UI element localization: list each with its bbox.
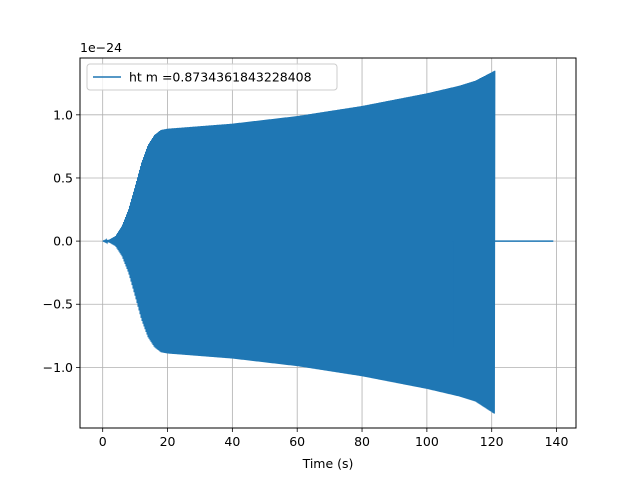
y-tick-label: −1.0	[43, 360, 73, 375]
x-tick-label: 100	[415, 434, 439, 449]
x-tick-label: 80	[354, 434, 370, 449]
series-oscillation	[102, 70, 496, 414]
y-tick-label: 1.0	[53, 107, 73, 122]
x-tick-label: 120	[480, 434, 504, 449]
x-tick-label: 40	[224, 434, 240, 449]
y-tick-label: 0.5	[53, 170, 73, 185]
legend-label: ht m =0.8734361843228408	[129, 70, 312, 85]
x-axis-label: Time (s)	[302, 456, 354, 471]
x-tick-label: 20	[160, 434, 176, 449]
x-tick-label: 0	[99, 434, 107, 449]
legend-box	[86, 63, 338, 91]
x-axis: 0 20 40 60 80 100 120 140	[99, 428, 569, 449]
y-tick-label: −0.5	[43, 297, 73, 312]
y-tick-label: 0.0	[53, 234, 73, 249]
plot-area	[102, 70, 554, 414]
y-offset-label: 1e−24	[80, 40, 122, 55]
axes-frame	[79, 57, 577, 429]
legend: ht m =0.8734361843228408	[86, 63, 338, 91]
x-tick-label: 140	[545, 434, 569, 449]
y-axis: −1.0 −0.5 0.0 0.5 1.0	[43, 107, 80, 375]
x-tick-label: 60	[289, 434, 305, 449]
